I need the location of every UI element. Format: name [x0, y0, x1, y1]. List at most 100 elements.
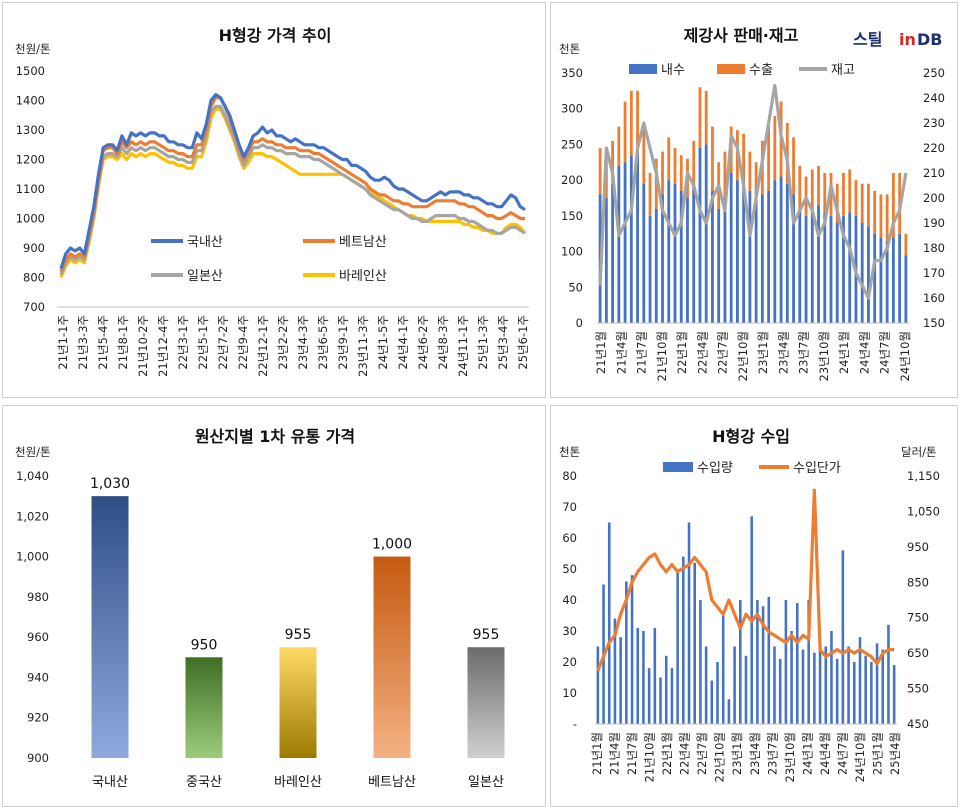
bar-export — [642, 126, 646, 184]
bar-import-volume — [699, 600, 702, 724]
x-tick-label: 24년11-1주 — [456, 315, 470, 377]
x-tick-label: 25년3-4주 — [496, 315, 510, 370]
category-label: 베트남산 — [368, 775, 416, 790]
bar-domestic — [792, 194, 795, 323]
bar-import-volume — [607, 522, 611, 724]
y2-tick-label: 750 — [907, 611, 929, 625]
series-line-국내산 — [59, 92, 526, 270]
bar-import-volume — [835, 658, 839, 724]
bar-export — [748, 151, 752, 191]
y2-tick-label: 150 — [923, 316, 945, 330]
bar-바레인산 — [279, 647, 317, 758]
y-tick-label: 920 — [27, 711, 49, 725]
bar-domestic — [748, 190, 752, 323]
bar-import-volume — [796, 603, 799, 724]
bar-export — [679, 155, 683, 191]
bar-import-volume — [801, 649, 805, 724]
y-tick-label: 1200 — [16, 153, 45, 167]
x-tick-label: 22년10월 — [736, 331, 750, 381]
x-tick-label: 25년1-3주 — [476, 315, 490, 370]
series-line-베트남산 — [59, 95, 525, 273]
y-tick-label: 900 — [27, 751, 49, 765]
x-tick-label: 21년5-4주 — [96, 315, 110, 370]
x-tick-label: 24년4월 — [857, 331, 871, 374]
x-tick-label: 23년6-5주 — [316, 315, 330, 370]
bar-domestic — [623, 162, 627, 323]
bar-export — [692, 140, 696, 184]
x-tick-label: 21년1-1주 — [56, 315, 70, 370]
bar-export — [673, 148, 677, 184]
bar-domestic — [842, 215, 845, 323]
y2-tick-label: 220 — [923, 141, 945, 155]
bar-domestic — [860, 223, 864, 323]
y-tick-label: 100 — [561, 245, 583, 259]
x-tick-label: 24년6-2주 — [416, 315, 430, 370]
bar-export — [792, 137, 795, 195]
y-tick-label: 1000 — [16, 212, 45, 226]
bar-export — [617, 126, 621, 166]
x-tick-label: 23년4-3주 — [296, 315, 310, 370]
bar-export — [848, 169, 852, 213]
bar-import-volume — [892, 665, 896, 724]
legend-label: 바레인산 — [339, 269, 387, 284]
legend-swatch — [717, 64, 745, 74]
y2-tick-label: 240 — [923, 91, 945, 105]
x-tick-label: 24년1월 — [837, 331, 851, 374]
bar-domestic — [735, 180, 739, 323]
bar-export — [611, 140, 615, 184]
bar-export — [854, 180, 858, 216]
y-tick-label: 980 — [27, 590, 49, 604]
x-tick-label: 21년1월 — [590, 732, 604, 775]
y2-tick-label: 550 — [907, 682, 929, 696]
bar-import-volume — [824, 646, 828, 724]
y-tick-label: 900 — [23, 241, 45, 255]
bar-import-volume — [830, 631, 833, 724]
y-tick-label: 150 — [561, 209, 583, 223]
x-tick-label: 22년1월 — [660, 732, 674, 775]
series-line-import-price — [596, 488, 895, 672]
bar-export — [711, 126, 714, 191]
x-tick-label: 22년7-2주 — [216, 315, 230, 370]
chart-title: H형강 가격 추이 — [219, 26, 332, 45]
bar-import-volume — [841, 550, 845, 724]
bar-export — [785, 123, 789, 184]
bar-domestic — [835, 223, 839, 323]
bar-import-volume — [704, 646, 708, 724]
y-tick-label: 250 — [561, 137, 583, 151]
bar-export — [804, 176, 808, 216]
bar-import-volume — [687, 522, 691, 724]
x-tick-label: 21년3-3주 — [76, 315, 90, 370]
y2-tick-label: 650 — [907, 646, 929, 660]
y-tick-label: 1,000 — [16, 550, 49, 564]
bar-import-volume — [864, 655, 867, 724]
bar-import-volume — [887, 624, 890, 724]
x-tick-label: 24년8-3주 — [436, 315, 450, 370]
bar-import-volume — [778, 658, 782, 724]
x-tick-label: 21년8-1주 — [116, 315, 130, 370]
bar-domestic — [654, 208, 658, 323]
bar-domestic — [767, 190, 771, 323]
bar-export — [798, 165, 802, 209]
x-tick-label: 23년10월 — [783, 732, 797, 782]
bar-export — [667, 137, 671, 181]
bar-export — [773, 115, 777, 181]
y2-tick-label: 450 — [907, 717, 929, 731]
data-label: 1,000 — [372, 537, 412, 553]
bar-domestic — [904, 255, 908, 323]
bar-import-volume — [744, 655, 748, 724]
data-label: 955 — [473, 627, 500, 643]
y-tick-label: 1,040 — [16, 469, 49, 483]
x-tick-label: 23년7월 — [765, 732, 779, 775]
bar-domestic — [823, 212, 827, 323]
y2-tick-label: 180 — [923, 241, 945, 255]
bar-import-volume — [721, 615, 725, 724]
bar-import-volume — [664, 655, 668, 724]
bar-domestic — [891, 237, 895, 323]
chart-title: 원산지별 1차 유통 가격 — [195, 427, 355, 446]
y-tick-label: 350 — [561, 66, 583, 80]
y-tick-label: 1100 — [16, 182, 45, 196]
logo-part1: 스틸 — [853, 30, 882, 49]
y2-tick-label: 160 — [923, 291, 945, 305]
